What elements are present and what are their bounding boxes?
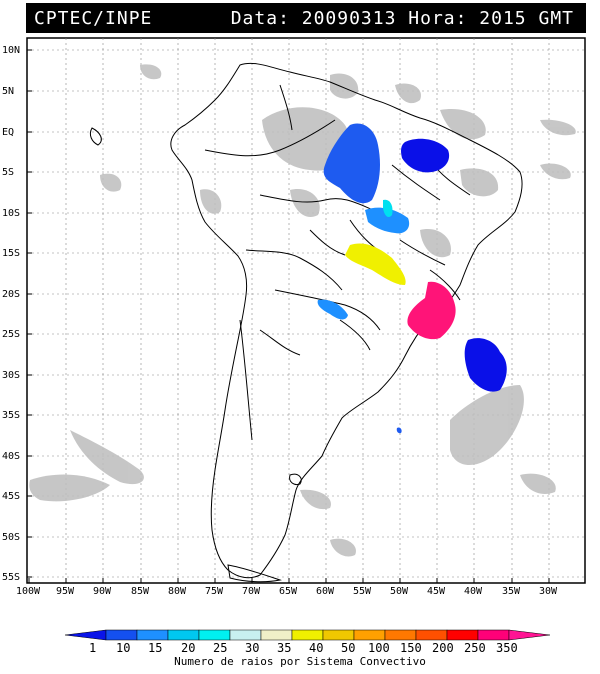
colorbar-label: 30 [245,641,260,655]
colorbar-title: Numero de raios por Sistema Convectivo [174,655,426,668]
lon-label: 30W [539,586,558,597]
colorbar-label: 15 [148,641,163,655]
source-label: CPTEC/INPE [34,8,153,29]
system-northeast-coast [401,138,450,173]
lat-label: 15S [2,248,21,259]
colorbar-swatch [136,629,169,641]
lon-label: 55W [353,586,372,597]
colorbar-swatch [322,629,355,641]
system-amazon-north [323,123,380,204]
lon-label: 60W [316,586,335,597]
lat-label: 35S [2,410,21,421]
colorbar-label: 100 [368,641,390,655]
coastline [170,62,523,579]
colorbar-swatch [260,629,293,641]
lat-label: 40S [2,451,21,462]
lon-label: 70W [242,586,261,597]
lon-label: 90W [93,586,112,597]
lat-label: 55S [2,572,21,583]
map-header: CPTEC/INPE Data: 20090313 Hora: 2015 GMT [26,3,586,33]
tierra-del-fuego [227,564,282,583]
lon-label: 50W [390,586,409,597]
lat-label: 10N [2,45,21,56]
colorbar-label: 250 [464,641,486,655]
colorbar-label: 10 [116,641,131,655]
falklands [289,473,302,485]
system-southeast-brazil [407,281,456,340]
lon-label: 80W [168,586,187,597]
system-south-atlantic [464,338,507,392]
system-central-brazil-cyan [383,199,393,218]
central-america [89,127,102,146]
colorbar-swatch [105,629,138,641]
colorbar-swatch [291,629,324,641]
colorbar-label: 200 [432,641,454,655]
colorbar-swatch [353,629,386,641]
colorbar-swatch [198,629,231,641]
colorbar-swatch [415,629,448,641]
colorbar-swatch [229,629,262,641]
lat-label: 5N [2,86,15,97]
lat-label: 30S [2,370,21,381]
system-mato-grosso [345,243,406,285]
colorbar-label: 40 [309,641,324,655]
system-small-south [396,427,402,434]
lon-label: 45W [427,586,446,597]
lon-label: 75W [205,586,224,597]
colorbar-label: 350 [496,641,518,655]
lon-label: 65W [279,586,298,597]
lat-label: 45S [2,491,21,502]
colorbar-swatch [167,629,200,641]
colorbar-label: 1 [89,641,97,655]
lat-label: 25S [2,329,21,340]
colorbar-swatch [446,629,479,641]
lon-label: 40W [464,586,483,597]
lon-label: 95W [56,586,75,597]
colorbar-swatch [477,629,510,641]
colorbar-label: 35 [277,641,292,655]
colorbar-label: 150 [400,641,422,655]
date-time-label: Data: 20090313 Hora: 2015 GMT [230,8,574,29]
lat-label: 20S [2,289,21,300]
lon-label: 100W [16,586,41,597]
colorbar-swatch [64,629,107,641]
lat-label: 5S [2,167,15,178]
frame-ticks [27,49,550,583]
colorbar-swatch [384,629,417,641]
system-central-brazil [365,207,410,234]
system-paraguay [317,299,348,320]
cloud-cover [29,64,576,557]
lon-label: 85W [131,586,150,597]
convective-systems [317,123,507,434]
lat-label: 50S [2,532,21,543]
lat-label: 10S [2,208,21,219]
colorbar-swatch [508,629,551,641]
colorbar-label: 50 [341,641,356,655]
lat-label: EQ [2,127,15,138]
colorbar-label: 20 [181,641,196,655]
colorbar-label: 25 [213,641,228,655]
lon-label: 35W [502,586,521,597]
